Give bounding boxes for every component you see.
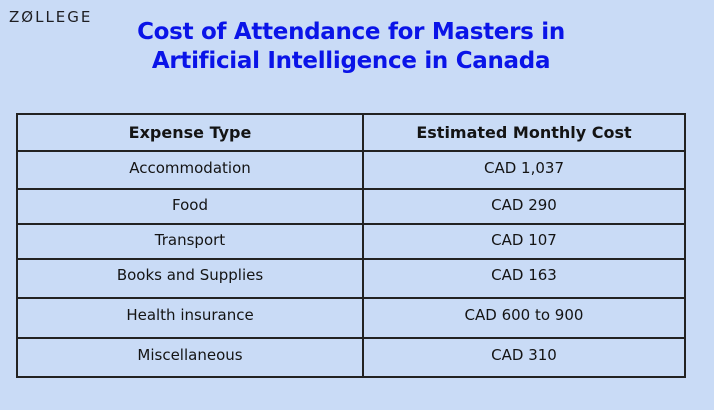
zollege-logo: ZØLLEGE: [9, 8, 93, 26]
cost-cell: CAD 163: [362, 258, 686, 299]
table-row: Transport CAD 107: [16, 223, 686, 260]
table-row: Health insurance CAD 600 to 900: [16, 297, 686, 339]
title-line-1: Cost of Attendance for Masters in: [137, 19, 565, 45]
table-header-row: Expense Type Estimated Monthly Cost: [16, 113, 686, 152]
expense-cell: Food: [16, 188, 364, 225]
expense-cell: Miscellaneous: [16, 337, 364, 378]
cost-cell: CAD 310: [362, 337, 686, 378]
column-header-monthly-cost: Estimated Monthly Cost: [362, 113, 686, 152]
table-row: Accommodation CAD 1,037: [16, 150, 686, 190]
expense-cell: Transport: [16, 223, 364, 260]
cost-cell: CAD 107: [362, 223, 686, 260]
cost-cell: CAD 600 to 900: [362, 297, 686, 339]
cost-cell: CAD 1,037: [362, 150, 686, 190]
cost-table: Expense Type Estimated Monthly Cost Acco…: [16, 113, 686, 378]
table-row: Miscellaneous CAD 310: [16, 337, 686, 378]
column-header-expense-type: Expense Type: [16, 113, 364, 152]
expense-cell: Accommodation: [16, 150, 364, 190]
cost-cell: CAD 290: [362, 188, 686, 225]
page-title: Cost of Attendance for Masters in Artifi…: [0, 18, 702, 76]
table-row: Books and Supplies CAD 163: [16, 258, 686, 299]
title-line-2: Artificial Intelligence in Canada: [151, 48, 551, 74]
table-row: Food CAD 290: [16, 188, 686, 225]
expense-cell: Books and Supplies: [16, 258, 364, 299]
expense-cell: Health insurance: [16, 297, 364, 339]
